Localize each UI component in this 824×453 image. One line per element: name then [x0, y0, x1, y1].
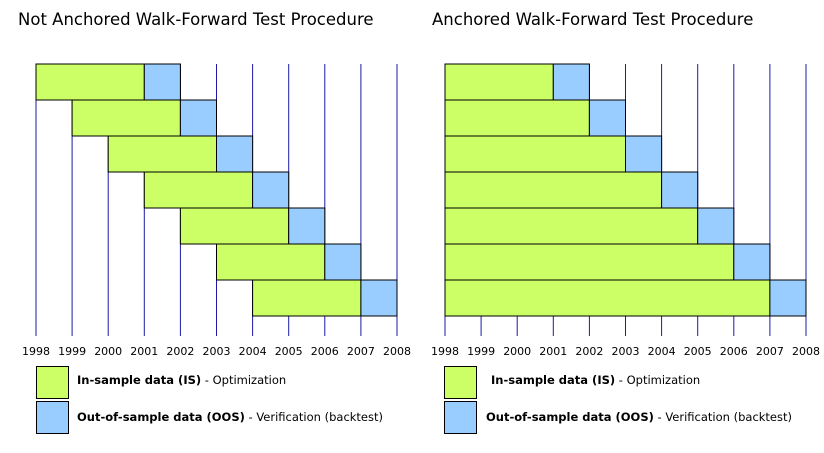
- year-label: 2002: [575, 345, 603, 358]
- out-of-sample-bar: [143, 63, 181, 101]
- out-of-sample-bar: [625, 135, 663, 173]
- in-sample-bar: [143, 171, 254, 209]
- in-sample-bar: [35, 63, 145, 101]
- out-of-sample-bar: [769, 279, 807, 317]
- year-label: 2008: [792, 345, 820, 358]
- year-label: 2001: [539, 345, 567, 358]
- year-label: 2000: [503, 345, 531, 358]
- out-of-sample-bar: [252, 171, 290, 209]
- out-of-sample-bar: [661, 171, 699, 209]
- year-label: 2001: [130, 345, 158, 358]
- out-of-sample-bar: [552, 63, 590, 101]
- out-of-sample-bar: [360, 279, 398, 317]
- year-label: 2008: [383, 345, 411, 358]
- left-legend-oos-label: Out-of-sample data (OOS) - Verification …: [77, 410, 383, 424]
- year-label: 2005: [275, 345, 303, 358]
- out-of-sample-bar: [697, 207, 735, 245]
- right-panel-title: Anchored Walk-Forward Test Procedure: [432, 10, 754, 29]
- right-legend-is-swatch: [444, 366, 477, 399]
- year-label: 2003: [203, 345, 231, 358]
- in-sample-bar: [444, 63, 554, 101]
- year-label: 1998: [22, 345, 50, 358]
- in-sample-bar: [444, 279, 771, 317]
- year-label: 2006: [311, 345, 339, 358]
- in-sample-bar: [252, 279, 362, 317]
- year-label: 2007: [756, 345, 784, 358]
- year-label: 2000: [94, 345, 122, 358]
- year-label: 2004: [648, 345, 676, 358]
- out-of-sample-bar: [324, 243, 362, 281]
- right-legend-is-label: In-sample data (IS) - Optimization: [491, 373, 701, 387]
- in-sample-bar: [216, 243, 326, 281]
- left-legend-is-label: In-sample data (IS) - Optimization: [77, 373, 287, 387]
- in-sample-bar: [444, 135, 626, 173]
- in-sample-bar: [179, 207, 290, 245]
- right-legend-oos-label: Out-of-sample data (OOS) - Verification …: [486, 410, 792, 424]
- in-sample-bar: [444, 243, 735, 281]
- year-label: 2002: [166, 345, 194, 358]
- left-legend-oos-swatch: [36, 401, 69, 434]
- out-of-sample-bar: [216, 135, 254, 173]
- left-diagram: 1998 1999 2000 2001 2002 2003 2004 2005 2006 2007…: [22, 63, 411, 358]
- left-panel-title: Not Anchored Walk-Forward Test Procedure: [18, 10, 374, 29]
- year-label: 1999: [58, 345, 86, 358]
- in-sample-bar: [71, 99, 181, 137]
- in-sample-bar: [444, 171, 663, 209]
- in-sample-bar: [444, 99, 590, 137]
- year-label: 2003: [612, 345, 640, 358]
- year-label: 2004: [239, 345, 267, 358]
- year-label: 1999: [467, 345, 495, 358]
- in-sample-bar: [107, 135, 217, 173]
- out-of-sample-bar: [733, 243, 771, 281]
- year-label: 2005: [684, 345, 712, 358]
- year-label: 1998: [431, 345, 459, 358]
- right-diagram: 1998 1999 2000 2001 2002 2003 2004 2005 2006 2007…: [431, 63, 820, 358]
- left-legend-is-swatch: [36, 366, 69, 399]
- right-legend-oos-swatch: [444, 401, 477, 434]
- out-of-sample-bar: [179, 99, 217, 137]
- in-sample-bar: [444, 207, 699, 245]
- out-of-sample-bar: [588, 99, 627, 137]
- out-of-sample-bar: [288, 207, 326, 245]
- year-label: 2006: [720, 345, 748, 358]
- year-label: 2007: [347, 345, 375, 358]
